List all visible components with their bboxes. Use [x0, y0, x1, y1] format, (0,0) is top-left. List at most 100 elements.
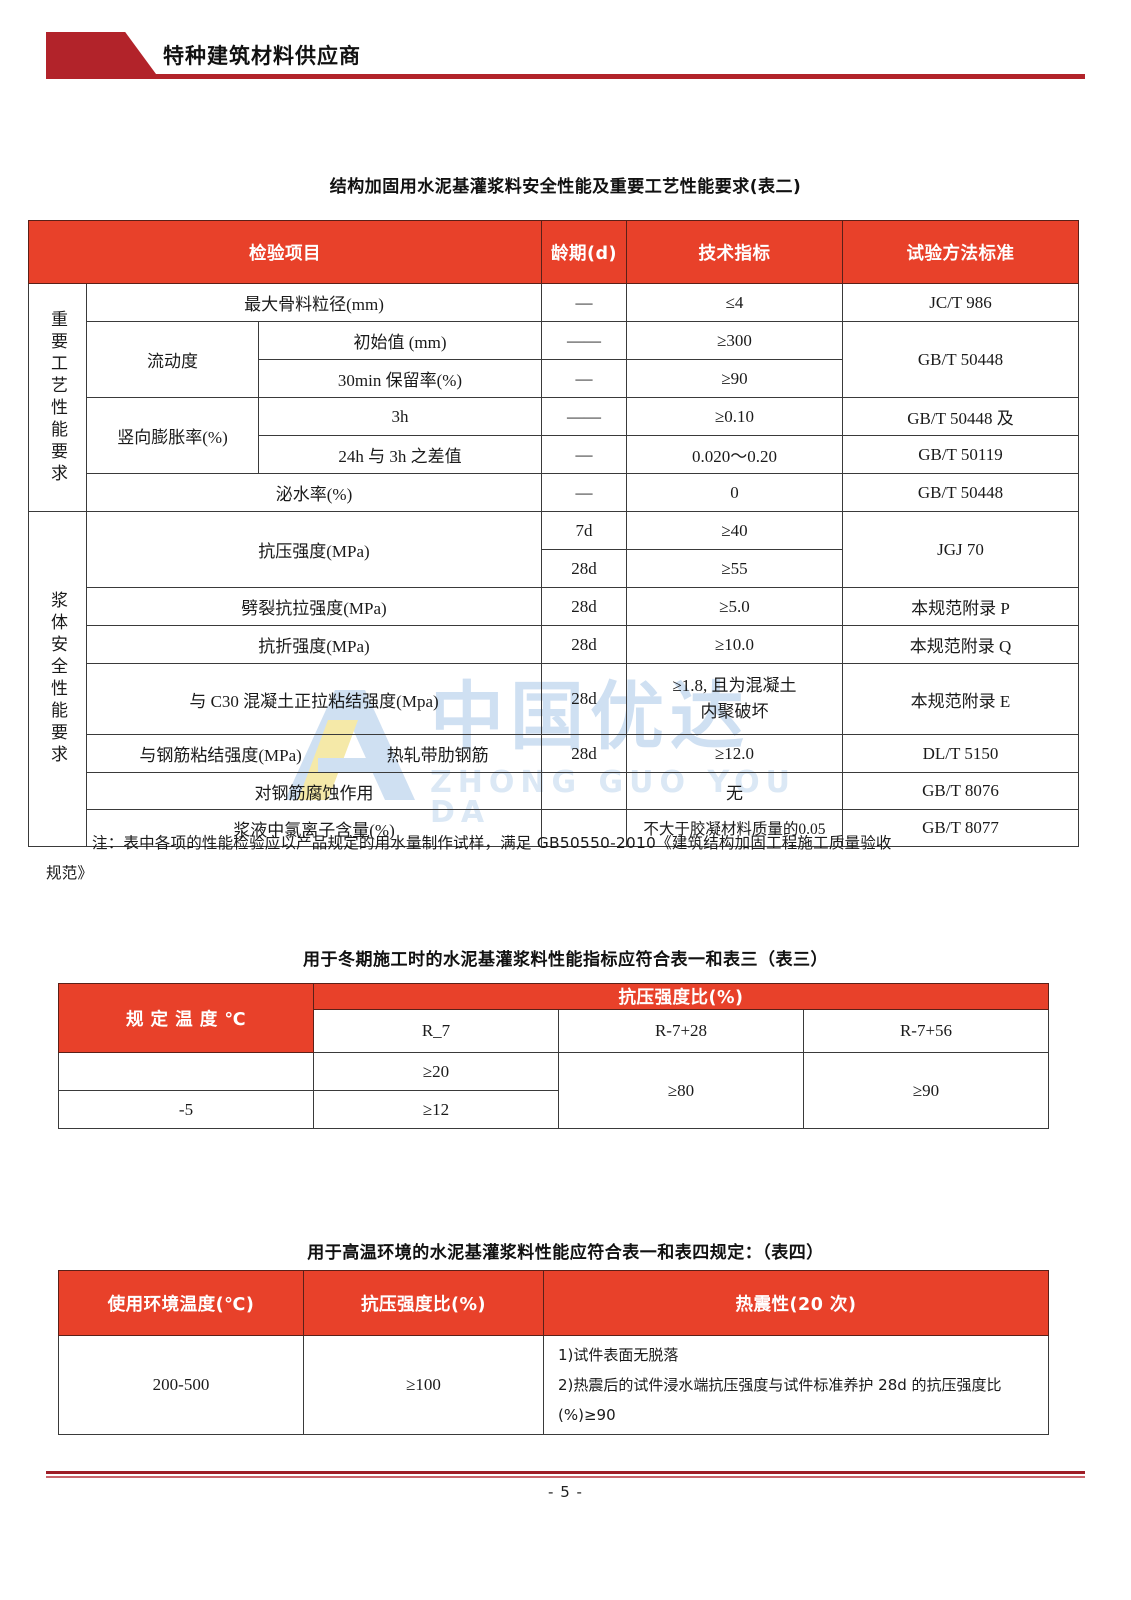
table4-title: 用于高温环境的水泥基灌浆料性能应符合表一和表四规定：（表四）	[307, 1243, 824, 1263]
table-row: 竖向膨胀率(%) 3h —— ≥0.10 GB/T 50448 及	[29, 397, 1079, 474]
col-header-thermal-shock: 热震性(20 次)	[543, 1270, 1049, 1336]
cell-spec: ≥55	[626, 549, 843, 588]
cell-item-compressive: 抗压强度(MPa)	[86, 511, 542, 588]
cell-method: GB/T 50448	[842, 321, 1079, 398]
table2-note-line2: 规范》	[46, 864, 94, 883]
cell-item: 浆液中氯离子含量(%)	[86, 809, 542, 847]
cell-item: 对钢筋腐蚀作用	[86, 772, 542, 810]
table-4: 使用环境温度(℃) 抗压强度比(%) 热震性(20 次) 200-500 ≥10…	[58, 1270, 1049, 1435]
table3-subheader-row: R_7 R-7+28 R-7+56	[59, 1009, 1050, 1053]
col-header-strength-ratio: 抗压强度比(%)	[303, 1270, 544, 1336]
cell-method: GB/T 8077	[842, 809, 1079, 847]
table-row: 28d ≥55	[29, 549, 1079, 588]
cell-age: 28d	[541, 625, 627, 664]
cell-spec: 0	[626, 473, 843, 512]
cell-method: GB/T 50448 及	[842, 397, 1079, 436]
cell-spec: ≥40	[626, 511, 843, 550]
cell-age	[541, 772, 627, 810]
table-row: 浆体安全性能要求 抗压强度(MPa) 7d ≥40 JGJ 70	[28, 511, 1079, 847]
col-header-method: 试验方法标准	[842, 220, 1079, 284]
cell-age: ——	[541, 321, 627, 360]
cell-method: 本规范附录 P	[842, 587, 1079, 626]
cell-r728: ≥80	[558, 1052, 804, 1129]
cell-age: —	[541, 283, 627, 322]
group-label-safety: 浆体安全性能要求	[28, 511, 87, 847]
cell-subitem: 3h	[258, 397, 542, 436]
cell-item-flow: 流动度	[86, 321, 259, 398]
cell-env-temp: 200-500	[58, 1335, 304, 1435]
cell-spec: ≥300	[626, 321, 843, 360]
cell-method: JC/T 986	[842, 283, 1079, 322]
col-header-spec: 技术指标	[626, 220, 843, 284]
cell-subitem: 24h 与 3h 之差值	[258, 435, 542, 474]
cell-subitem: 30min 保留率(%)	[258, 359, 542, 398]
cell-item: 最大骨料粒径(mm)	[86, 283, 542, 322]
cell-item-expansion: 竖向膨胀率(%)	[86, 397, 259, 474]
cell-spec-line2: 内聚破坏	[700, 702, 769, 721]
cell-method: 本规范附录 Q	[842, 625, 1079, 664]
cell-age: 28d	[541, 734, 627, 773]
table-row: 对钢筋腐蚀作用 无 GB/T 8076	[29, 772, 1079, 810]
cell-age: 28d	[541, 663, 627, 735]
cell-temperature	[58, 1052, 314, 1091]
cell-method: GB/T 50119	[842, 435, 1079, 474]
table-row: 泌水率(%) — 0 GB/T 50448	[29, 473, 1079, 512]
table4-header-row: 使用环境温度(℃) 抗压强度比(%) 热震性(20 次)	[58, 1270, 1049, 1336]
cell-item-label: 与钢筋粘结强度(MPa)	[139, 746, 302, 765]
cell-spec: ≥5.0	[626, 587, 843, 626]
header-logo-shape	[46, 32, 156, 74]
cell-item: 抗折强度(MPa)	[86, 625, 542, 664]
cell-spec: ≥0.10	[626, 397, 843, 436]
table3-title: 用于冬期施工时的水泥基灌浆料性能指标应符合表一和表三（表三）	[303, 950, 828, 970]
cell-thermal-shock: 1)试件表面无脱落 2)热震后的试件浸水端抗压强度与试件标准养护 28d 的抗压…	[543, 1335, 1049, 1435]
cell-spec-line1: ≥1.8, 且为混凝土	[672, 675, 797, 695]
cell-spec: ≥1.8, 且为混凝土 内聚破坏	[626, 663, 843, 735]
cell-r7: ≥12	[313, 1090, 559, 1129]
table-row: 流动度 初始值 (mm) —— ≥300 GB/T 50448	[29, 321, 1079, 398]
table-row: 200-500 ≥100 1)试件表面无脱落 2)热震后的试件浸水端抗压强度与试…	[58, 1335, 1049, 1435]
col-header-strength-ratio: 抗压强度比(%)	[312, 983, 1050, 1010]
table2-title: 结构加固用水泥基灌浆料安全性能及重要工艺性能要求(表二)	[329, 177, 802, 197]
footer-rule-secondary	[46, 1476, 1085, 1478]
cell-subitem: 初始值 (mm)	[258, 321, 542, 360]
table2-note: 注：表中各项的性能检验应以产品规定的用水量制作试样，满足 GB50550-201…	[46, 828, 1086, 888]
page-header: 特种建筑材料供应商	[0, 0, 1131, 96]
cell-method: JGJ 70	[842, 511, 1079, 588]
page-number: - 5 -	[548, 1483, 583, 1501]
cell-r7: ≥20	[313, 1052, 559, 1091]
cell-method: GB/T 8076	[842, 772, 1079, 810]
table-3: 规 定 温 度 ℃ 抗压强度比(%) R_7 R-7+28 R-7+56 ≥20…	[58, 983, 1050, 1129]
col-subheader-r756: R-7+56	[802, 1009, 1050, 1053]
cell-temperature: -5	[58, 1090, 314, 1129]
footer-rule-primary	[46, 1471, 1085, 1474]
table-row: 与 C30 混凝土正拉粘结强度(Mpa) 28d ≥1.8, 且为混凝土 内聚破…	[29, 663, 1079, 735]
thermal-line-1: 1)试件表面无脱落	[558, 1346, 679, 1364]
cell-age: 7d	[541, 511, 627, 550]
table3-header-row: 规 定 温 度 ℃ 抗压强度比(%)	[58, 983, 1050, 1053]
col-subheader-r728: R-7+28	[558, 1009, 804, 1053]
header-title: 特种建筑材料供应商	[163, 44, 361, 68]
cell-age: —	[541, 359, 627, 398]
col-header-age: 龄期(d)	[541, 220, 627, 284]
cell-age: —	[541, 473, 627, 512]
table-row: -5 ≥12	[58, 1090, 1049, 1129]
group-label-process: 重要工艺性能要求	[28, 283, 87, 512]
cell-method: 本规范附录 E	[842, 663, 1079, 735]
cell-spec: ≥90	[626, 359, 843, 398]
cell-r756: ≥90	[802, 1052, 1050, 1129]
thermal-line-3: (%)≥90	[558, 1406, 616, 1424]
table-row: 重要工艺性能要求 最大骨料粒径(mm) — ≤4 JC/T 986	[28, 283, 1079, 512]
table-row: 劈裂抗拉强度(MPa) 28d ≥5.0 本规范附录 P	[29, 587, 1079, 626]
table-row: 抗折强度(MPa) 28d ≥10.0 本规范附录 Q	[29, 625, 1079, 664]
cell-age: 28d	[541, 549, 627, 588]
col-header-env-temp: 使用环境温度(℃)	[58, 1270, 304, 1336]
cell-item: 泌水率(%)	[86, 473, 542, 512]
cell-age	[541, 809, 627, 847]
table-2: 检验项目 龄期(d) 技术指标 试验方法标准 重要工艺性能要求 最大骨料粒径(m…	[28, 220, 1079, 847]
thermal-line-2: 2)热震后的试件浸水端抗压强度与试件标准养护 28d 的抗压强度比	[558, 1376, 1002, 1394]
col-header-temperature: 规 定 温 度 ℃	[58, 983, 314, 1053]
table2-note-line1: 注：表中各项的性能检验应以产品规定的用水量制作试样，满足 GB50550-201…	[92, 834, 892, 852]
cell-spec: 0.020～0.20	[626, 435, 843, 474]
cell-item-rebar: 与钢筋粘结强度(MPa) 热轧带肋钢筋	[86, 734, 542, 773]
col-header-item: 检验项目	[28, 220, 542, 284]
